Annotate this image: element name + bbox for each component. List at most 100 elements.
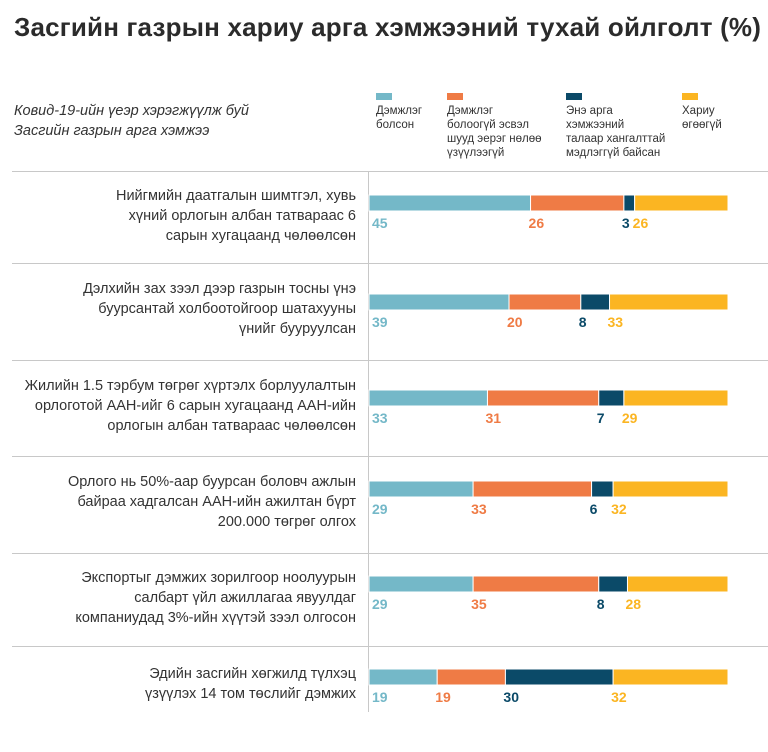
data-label-not-supported: 33	[471, 501, 487, 517]
data-label-supported: 45	[372, 215, 388, 231]
row-divider	[12, 171, 768, 172]
row-label-line: буурсантай холбоотойгоор шатахууны	[98, 301, 356, 317]
legend-label: Хариу	[682, 105, 715, 117]
bar-segment-not-supported	[486, 389, 600, 407]
row-divider	[12, 263, 768, 264]
row-label-line: Нийгмийн даатгалын шимтгэл, хувь	[115, 188, 356, 204]
bar-segment-not-supported	[436, 668, 506, 686]
data-label-supported: 33	[372, 410, 388, 426]
bar-segment-supported	[368, 480, 474, 498]
row-label-line: орлоготой ААН-ийг 6 сарын хугацаанд ААН-…	[34, 398, 356, 414]
bar-segment-no-answer	[623, 389, 729, 407]
row-divider	[12, 360, 768, 361]
legend-item-supported: Дэмжлэг болсон	[376, 93, 422, 132]
data-label-supported: 39	[372, 314, 388, 330]
legend-label: Энэ арга	[566, 105, 613, 117]
row-label-line: үзүүлэх 14 том төслийг дэмжих	[144, 686, 356, 702]
legend-swatch	[447, 93, 463, 100]
data-label-no-answer: 26	[633, 215, 649, 231]
legend-swatch	[376, 93, 392, 100]
legend-label: үзүүлээгүй	[447, 147, 505, 159]
chart-title: Засгийн газрын хариу арга хэмжээний туха…	[14, 12, 762, 42]
legend-label: хэмжээний	[566, 119, 625, 131]
data-label-no-info: 6	[590, 501, 598, 517]
bar-segment-supported	[368, 668, 438, 686]
row-label-line: сарын хугацаанд чөлөөлсөн	[165, 228, 356, 244]
bar-segment-not-supported	[472, 480, 593, 498]
data-label-no-answer: 28	[625, 596, 641, 612]
data-label-no-answer: 32	[611, 689, 627, 705]
bar-segment-supported	[368, 575, 474, 593]
row-label-line: салбарт үйл ажиллагаа явуулдаг	[134, 590, 356, 606]
legend-item-not-supported: Дэмжлэг болоогүй эсвэл шууд эерэг нөлөө …	[447, 93, 542, 160]
data-label-no-answer: 29	[622, 410, 638, 426]
legend-swatch	[566, 93, 582, 100]
row-divider	[12, 646, 768, 647]
bar-segment-not-supported	[508, 293, 582, 311]
row-label: Экспортыг дэмжих зорилгоор ноолуурын сал…	[20, 568, 356, 628]
data-label-supported: 29	[372, 501, 388, 517]
data-label-no-answer: 32	[611, 501, 627, 517]
legend-swatch	[682, 93, 698, 100]
legend-label: өгөөгүй	[682, 119, 722, 131]
legend-label: Дэмжлэг	[447, 105, 494, 117]
data-label-no-answer: 33	[608, 314, 624, 330]
chart-axis-line	[368, 172, 369, 712]
data-label-no-info: 3	[622, 215, 630, 231]
row-label-line: хүний орлогын албан татвараас 6	[128, 208, 356, 224]
data-label-no-info: 7	[597, 410, 605, 426]
row-label-line: Дэлхийн зах зээл дээр газрын тосны үнэ	[83, 281, 356, 297]
row-label-line: 200.000 төгрөг олгох	[217, 514, 356, 530]
legend-item-no-answer: Хариу өгөөгүй	[682, 93, 722, 132]
row-label-line: Жилийн 1.5 тэрбум төгрөг хүртэлх борлуул…	[24, 378, 356, 394]
data-label-not-supported: 35	[471, 596, 487, 612]
legend-label: Дэмжлэг	[376, 105, 423, 117]
legend-item-no-info: Энэ арга хэмжээний талаар хангалттай мэд…	[566, 93, 665, 160]
legend-label: талаар хангалттай	[566, 133, 666, 145]
bar-segment-no-info	[598, 389, 625, 407]
row-divider	[12, 553, 768, 554]
data-label-supported: 29	[372, 596, 388, 612]
row-label-line: Эдийн засгийн хөгжилд түлхэц	[149, 666, 356, 682]
bar-segment-no-answer	[609, 293, 729, 311]
bar-segment-no-info	[598, 575, 628, 593]
row-label: Жилийн 1.5 тэрбум төгрөг хүртэлх борлуул…	[20, 376, 356, 436]
chart-subtitle: Ковид-19-ийн үеэр хэрэгжүүлж буй Засгийн…	[14, 101, 304, 141]
bar-segment-no-info	[623, 194, 636, 212]
bar-segment-no-info	[504, 668, 614, 686]
data-label-not-supported: 19	[435, 689, 451, 705]
data-label-no-info: 8	[579, 314, 587, 330]
bar-segment-no-answer	[612, 668, 729, 686]
row-label-line: компаниудад 3%-ийн хүүтэй зээл олгосон	[75, 610, 356, 626]
bar-segment-no-answer	[612, 480, 729, 498]
row-label-line: Экспортыг дэмжих зорилгоор ноолуурын	[81, 570, 356, 586]
legend-label: мэдлэггүй байсан	[566, 147, 661, 159]
row-label: Дэлхийн зах зээл дээр газрын тосны үнэ б…	[20, 279, 356, 339]
bar-segment-supported	[368, 194, 532, 212]
bar-segment-supported	[368, 293, 510, 311]
row-label: Нийгмийн даатгалын шимтгэл, хувь хүний о…	[20, 186, 356, 246]
bar-segment-no-answer	[626, 575, 729, 593]
bar-segment-supported	[368, 389, 488, 407]
data-label-no-info: 30	[503, 689, 519, 705]
row-label: Орлого нь 50%-аар буурсан боловч ажлын б…	[20, 472, 356, 532]
row-label-line: байраа хадгалсан ААН-ийн ажилтан бүрт	[77, 494, 356, 510]
subtitle-line: Засгийн газрын арга хэмжээ	[14, 123, 210, 139]
row-label-line: үнийг бууруулсан	[239, 321, 356, 337]
legend-label: шууд эерэг нөлөө	[447, 133, 542, 145]
data-label-not-supported: 31	[485, 410, 501, 426]
data-label-not-supported: 26	[529, 215, 545, 231]
data-label-not-supported: 20	[507, 314, 523, 330]
bar-segment-no-info	[580, 293, 611, 311]
legend-label: болоогүй эсвэл	[447, 119, 529, 131]
row-label-line: Орлого нь 50%-аар буурсан боловч ажлын	[67, 474, 356, 490]
bar-segment-no-answer	[634, 194, 729, 212]
subtitle-line: Ковид-19-ийн үеэр хэрэгжүүлж буй	[14, 103, 249, 119]
row-label-line: орлогын албан татвараас чөлөөлсөн	[107, 418, 356, 434]
bar-segment-no-info	[591, 480, 614, 498]
data-label-no-info: 8	[597, 596, 605, 612]
row-divider	[12, 456, 768, 457]
bar-segment-not-supported	[530, 194, 625, 212]
bar-segment-not-supported	[472, 575, 600, 593]
